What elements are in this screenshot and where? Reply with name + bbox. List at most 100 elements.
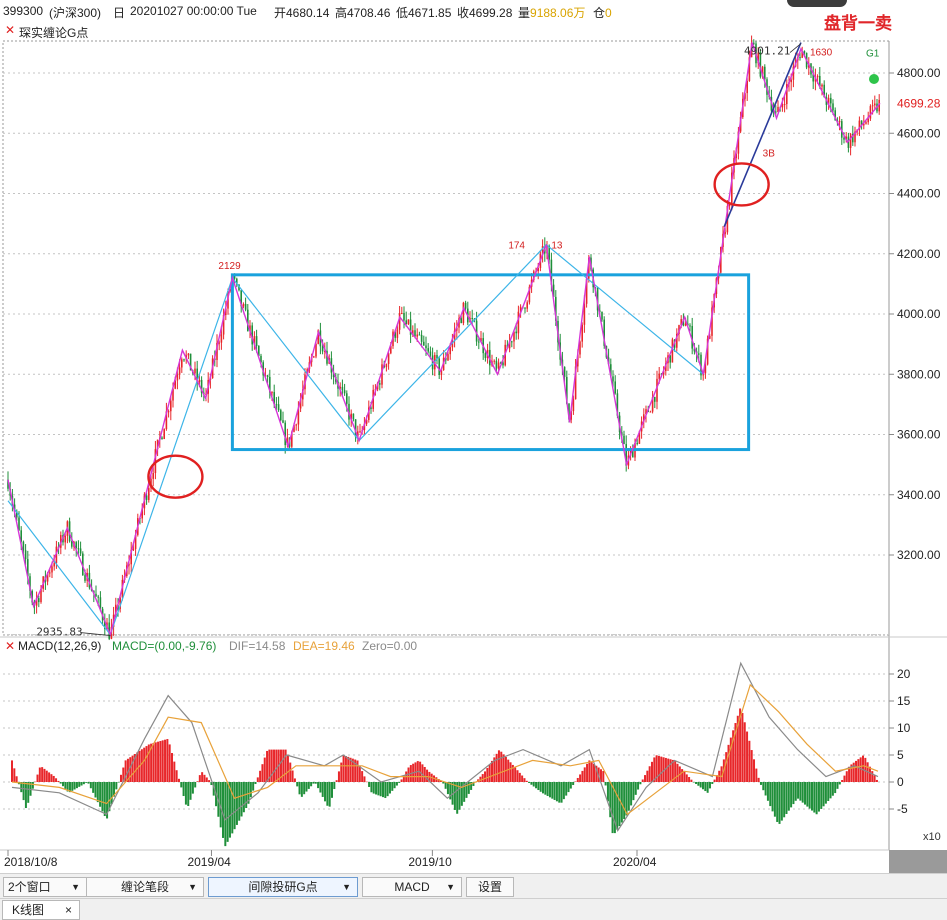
candle-body [849, 133, 852, 148]
candle-body [480, 338, 482, 342]
macd-bar [365, 781, 368, 783]
candle-body [236, 278, 238, 285]
macd-bar [291, 770, 294, 782]
macd-bar [852, 762, 855, 782]
macd-axis-label: 20 [897, 667, 911, 681]
candle-body [29, 576, 31, 591]
window-count-select[interactable]: 2个窗口 ▼ [3, 877, 87, 897]
macd-bar [259, 770, 262, 782]
macd-axis-label: 10 [897, 721, 911, 735]
macd-bar [532, 782, 535, 787]
macd-bar [702, 782, 705, 790]
candle-body [258, 346, 260, 356]
open-price: 开4680.14 [274, 6, 330, 20]
macd-bar [627, 782, 630, 811]
tab-close-icon[interactable]: × [65, 903, 73, 917]
macd-bar [671, 759, 674, 782]
macd-bar [126, 758, 129, 782]
macd-bar [535, 782, 538, 789]
macd-bar [567, 782, 570, 793]
dropdown-arrow-icon: ▼ [71, 882, 80, 892]
tab-kline[interactable]: K线图 × [2, 900, 80, 920]
macd-bar [113, 782, 116, 797]
highlight-circle [713, 162, 770, 207]
candle-body [269, 376, 271, 393]
candle-body [352, 413, 355, 420]
macd-bar [168, 744, 171, 782]
close-macd-icon[interactable]: ✕ [5, 639, 15, 653]
macd-bar [776, 782, 779, 822]
dea-value-label: DEA=19.46 [293, 639, 355, 653]
candle-body [583, 303, 586, 325]
macd-bar [810, 782, 813, 811]
settings-label: 设置 [477, 880, 502, 894]
macd-bar [356, 760, 359, 782]
macd-bar [514, 767, 517, 782]
macd-bar [191, 782, 194, 794]
macd-bar [305, 782, 308, 792]
candle-body [878, 99, 880, 112]
candle-body [680, 319, 682, 326]
macd-bar [166, 739, 169, 782]
candle-body [178, 367, 181, 375]
macd-bar [170, 753, 173, 782]
candle-body [97, 596, 99, 598]
candle-body [574, 366, 577, 400]
gap-point-select[interactable]: 间隙投研G点 ▼ [208, 877, 358, 897]
macd-bar [523, 778, 526, 782]
candle-body [845, 136, 847, 140]
macd-bar [495, 753, 498, 782]
macd-bar [653, 757, 656, 782]
settings-button[interactable]: 设置 [466, 877, 514, 897]
macd-bar [249, 782, 252, 798]
macd-bar [500, 751, 503, 782]
candle-body [431, 355, 434, 370]
candle-body [405, 320, 407, 325]
indicator-title: 琛实缠论G点 [19, 26, 89, 40]
indicator-select[interactable]: MACD ▼ [362, 877, 462, 897]
candle-body [638, 431, 641, 444]
candle-body [456, 327, 458, 331]
macd-bar [625, 782, 628, 816]
macd-bar [446, 782, 449, 795]
window-corner-shape [787, 0, 847, 7]
macd-bar [184, 782, 187, 805]
macd-bar [453, 782, 456, 810]
macd-bar [548, 782, 551, 798]
g-point-annotation: G1 [866, 49, 880, 60]
candle-body [445, 357, 447, 361]
macd-bar [136, 752, 139, 782]
macd-bar [398, 782, 401, 783]
candle-body [502, 362, 504, 366]
candle-body [420, 334, 423, 342]
tab-kline-label: K线图 [12, 903, 45, 917]
candle-body [255, 336, 258, 347]
macd-bar [873, 775, 876, 782]
bottom-toolbar: 2个窗口 ▼ 缠论笔段 ▼ 间隙投研G点 ▼ MACD ▼ 设置 [0, 873, 947, 899]
candle-body [381, 364, 383, 385]
candle-body [341, 386, 344, 391]
candle-body [84, 575, 86, 581]
candle-body [625, 444, 627, 466]
stroke-count-annotation: 174 [508, 241, 525, 252]
candle-body [194, 368, 196, 374]
chan-stroke-select[interactable]: 缠论笔段 ▼ [86, 877, 204, 897]
macd-bar [41, 767, 44, 782]
candle-body [27, 559, 29, 577]
macd-bar [697, 782, 700, 786]
candle-body [649, 411, 652, 413]
close-indicator-icon[interactable]: ✕ [5, 23, 16, 37]
candle-body [196, 368, 198, 382]
candle-body [761, 66, 764, 77]
candle-body [429, 351, 432, 356]
candle-body [68, 521, 71, 542]
dif-value-label: DIF=14.58 [229, 639, 286, 653]
candle-body [115, 604, 117, 615]
macd-bar [590, 762, 593, 782]
macd-bar [110, 782, 113, 804]
macd-bar [303, 782, 306, 795]
candle-body [555, 296, 557, 321]
candle-body [130, 549, 132, 565]
macd-bar [699, 782, 702, 788]
macd-bar [588, 760, 591, 782]
